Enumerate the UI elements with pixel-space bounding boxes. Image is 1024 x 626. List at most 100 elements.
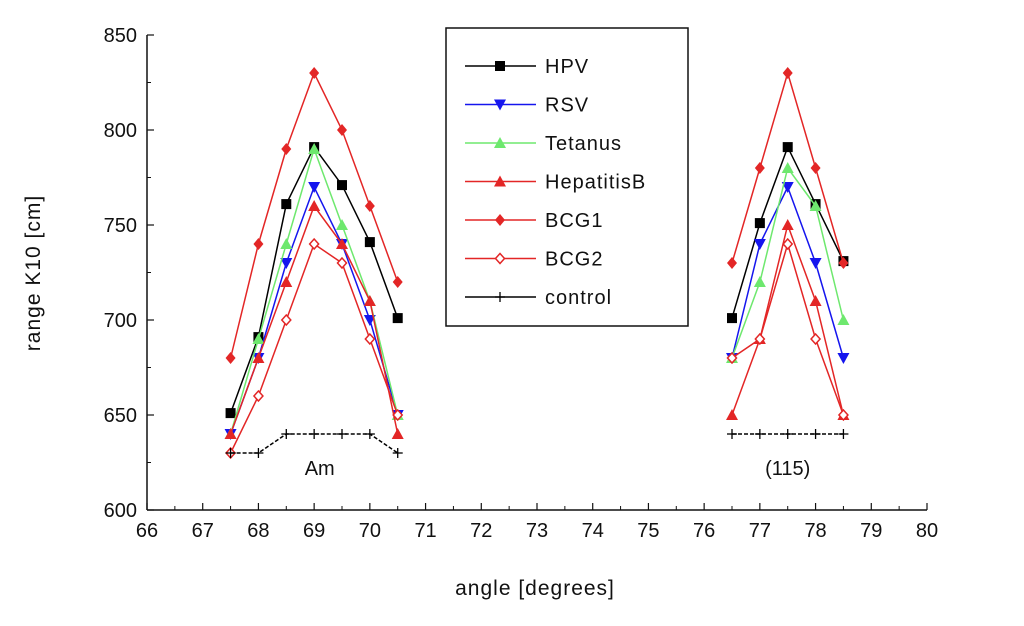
data-point-hpv (281, 199, 292, 210)
data-point-control (838, 429, 849, 439)
data-point-tetanus (336, 219, 348, 230)
data-point-bcg1 (782, 67, 793, 79)
legend-box (445, 27, 689, 327)
data-point-bcg1 (754, 162, 765, 174)
data-point-tetanus (308, 143, 321, 154)
legend-label-control: control (545, 287, 612, 309)
data-point-tetanus (837, 314, 850, 325)
data-point-hpv (337, 180, 347, 191)
data-point-control (392, 448, 403, 458)
x-tick-label: 73 (526, 520, 548, 542)
x-tick-label: 68 (247, 520, 269, 542)
x-tick-label: 76 (693, 520, 715, 542)
x-tick-label: 69 (303, 520, 325, 542)
y-tick-label: 650 (104, 405, 137, 427)
data-point-bcg1 (309, 67, 320, 79)
x-tick-label: 66 (136, 520, 158, 542)
data-point-bcg2 (782, 237, 794, 251)
data-point-bcg2 (810, 332, 822, 346)
data-point-hepatitisb (280, 276, 293, 287)
data-point-bcg1 (364, 200, 375, 212)
data-point-control (782, 429, 793, 439)
data-point-control (281, 429, 292, 439)
data-point-hpv (392, 313, 403, 324)
data-point-tetanus (252, 333, 265, 344)
data-point-bcg1 (810, 162, 821, 174)
data-point-hpv (364, 237, 375, 248)
data-point-bcg2 (754, 332, 766, 346)
data-point-control (337, 429, 347, 439)
data-point-hepatitisb (336, 238, 348, 249)
legend-label-rsv: RSV (545, 95, 589, 117)
data-point-control (364, 429, 375, 439)
data-point-bcg2 (837, 408, 849, 422)
legend-label-hepatitisb: HepatitisB (545, 172, 646, 194)
data-point-bcg2 (726, 351, 738, 365)
data-point-rsv (781, 182, 794, 193)
data-point-bcg1 (281, 143, 292, 155)
data-point-hepatitisb (224, 428, 237, 439)
legend-marker-tetanus (494, 137, 506, 148)
data-point-bcg1 (727, 257, 737, 269)
plot-series (224, 67, 850, 460)
data-point-bcg2 (280, 313, 292, 327)
data-point-control (754, 429, 765, 439)
y-axis-title: range K10 [cm] (22, 195, 45, 351)
data-point-bcg1 (838, 257, 849, 269)
data-point-control (225, 448, 236, 458)
x-axis-title: angle [degrees] (455, 577, 615, 600)
data-point-rsv (809, 258, 822, 269)
legend-marker-bcg1 (495, 214, 505, 226)
data-point-hepatitisb (252, 352, 265, 363)
data-point-tetanus (781, 162, 794, 173)
annotation-115: (115) (765, 458, 810, 480)
data-point-bcg2 (364, 332, 376, 346)
legend-marker-rsv (494, 99, 506, 111)
y-tick-label: 600 (104, 500, 137, 522)
x-tick-label: 77 (749, 520, 771, 542)
data-point-control (810, 429, 821, 439)
series-line-rsv-2 (731, 185, 845, 359)
y-tick-label: 700 (104, 310, 137, 332)
data-point-tetanus (280, 238, 293, 249)
data-point-hpv (225, 408, 236, 419)
data-point-hpv (754, 218, 765, 229)
series-line-bcg2-2 (731, 241, 845, 416)
axes: 66 67 68 69 70 71 72 73 74 75 76 77 78 79 80 600 650 700 7… (104, 25, 939, 542)
annotation-am: Am (305, 458, 335, 480)
data-point-control (253, 448, 264, 458)
data-point-rsv (308, 182, 321, 193)
series-hepatitisb (224, 200, 850, 439)
data-point-bcg2 (336, 256, 348, 270)
series-control (225, 429, 849, 458)
data-point-bcg2 (308, 237, 320, 251)
legend-label-tetanus: Tetanus (545, 133, 622, 155)
series-bcg1 (225, 67, 849, 364)
legend-marker-hepatitisb (494, 175, 506, 187)
x-tick-label: 75 (637, 520, 659, 542)
y-tick-label: 750 (104, 215, 137, 237)
x-tick-label: 70 (359, 520, 381, 542)
x-tick-label: 74 (582, 520, 604, 542)
data-point-tetanus (809, 200, 822, 211)
data-point-bcg1 (225, 352, 236, 364)
x-tick-label: 79 (860, 520, 882, 542)
data-point-rsv (280, 258, 293, 269)
y-tick-label: 850 (104, 25, 137, 47)
data-point-bcg1 (337, 124, 347, 136)
data-point-bcg1 (253, 238, 264, 250)
x-tick-label: 67 (192, 520, 214, 542)
x-tick-label: 78 (804, 520, 826, 542)
legend-marker-control (495, 292, 505, 302)
data-point-control (309, 429, 320, 439)
data-point-hepatitisb (308, 200, 321, 211)
legend-label-hpv: HPV (545, 56, 589, 78)
data-point-tetanus (753, 276, 766, 287)
data-point-hepatitisb (726, 409, 738, 420)
data-point-hpv (782, 142, 793, 153)
legend-marker-bcg2 (494, 252, 506, 265)
series-bcg2 (225, 237, 849, 460)
data-point-rsv (837, 353, 850, 364)
y-tick-label: 800 (104, 120, 137, 142)
